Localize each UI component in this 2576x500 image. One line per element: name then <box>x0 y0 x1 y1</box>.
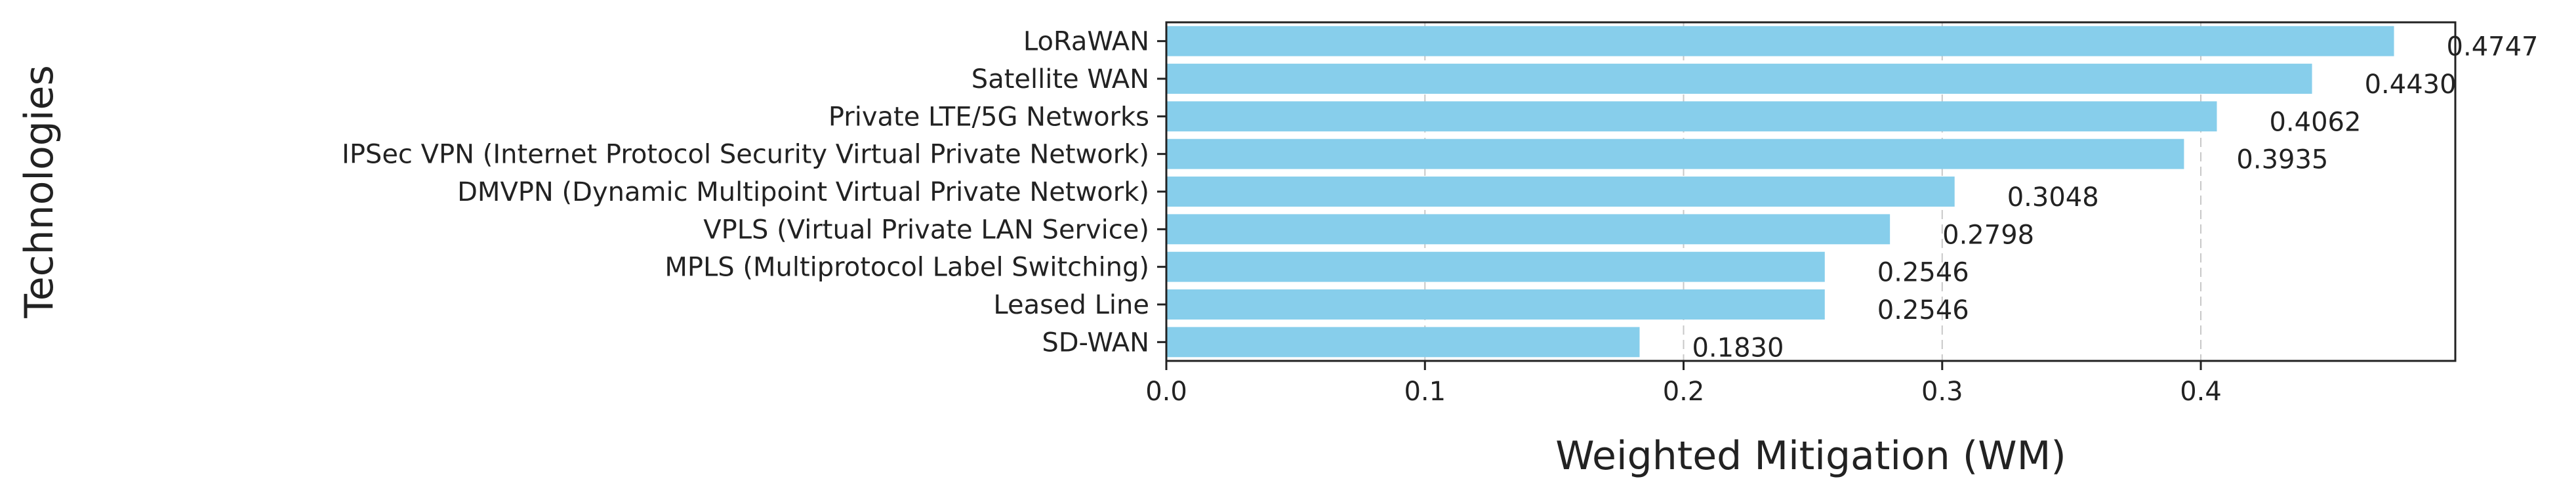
x-axis-title: Weighted Mitigation (WM) <box>1555 433 2066 479</box>
bar <box>1166 26 2394 56</box>
value-label: 0.4430 <box>2365 70 2457 100</box>
bar <box>1166 214 1891 245</box>
category-label: Leased Line <box>993 290 1149 320</box>
bar <box>1166 327 1640 358</box>
bar <box>1166 177 1955 207</box>
category-label: SD-WAN <box>1042 327 1149 358</box>
y-axis-title: Technologies <box>16 65 62 318</box>
x-tick-label: 0.4 <box>2180 377 2222 407</box>
bar <box>1166 64 2312 94</box>
x-axis-ticks: 0.0 0.1 0.2 0.3 0.4 <box>1145 361 2222 407</box>
value-label: 0.1830 <box>1692 333 1784 363</box>
value-label: 0.2798 <box>1942 220 2034 250</box>
bar <box>1166 289 1825 320</box>
x-tick-label: 0.1 <box>1404 377 1446 407</box>
category-label: Private LTE/5G Networks <box>828 102 1149 132</box>
x-tick-label: 0.0 <box>1145 377 1187 407</box>
category-label: IPSec VPN (Internet Protocol Security Vi… <box>342 140 1149 170</box>
bars <box>1166 26 2394 358</box>
bar <box>1166 138 2184 169</box>
value-label: 0.4062 <box>2269 107 2361 137</box>
value-label: 0.3935 <box>2236 145 2328 175</box>
category-label: VPLS (Virtual Private LAN Service) <box>703 215 1149 245</box>
value-label: 0.2546 <box>1877 295 1969 325</box>
y-axis-category-labels: LoRaWAN Satellite WAN Private LTE/5G Netwo… <box>342 27 1166 358</box>
category-label: LoRaWAN <box>1023 27 1149 57</box>
category-label: MPLS (Multiprotocol Label Switching) <box>664 253 1149 283</box>
value-label: 0.3048 <box>2007 182 2099 213</box>
value-label: 0.4747 <box>2447 32 2539 62</box>
x-tick-label: 0.3 <box>1921 377 1963 407</box>
value-label: 0.2546 <box>1877 258 1969 288</box>
category-label: Satellite WAN <box>971 64 1149 94</box>
category-label: DMVPN (Dynamic Multipoint Virtual Privat… <box>457 177 1149 207</box>
bar <box>1166 251 1825 282</box>
x-tick-label: 0.2 <box>1663 377 1705 407</box>
bar <box>1166 101 2217 132</box>
